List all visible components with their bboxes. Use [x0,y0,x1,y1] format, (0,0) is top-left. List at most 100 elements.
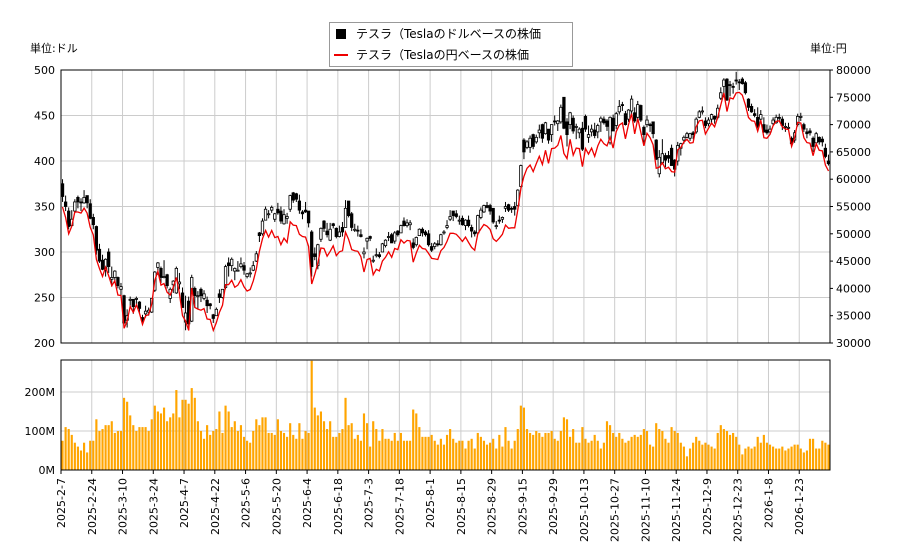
candle-body [334,227,338,237]
candle-body [633,112,637,122]
candle-body [374,254,378,257]
volume-bar [409,440,412,470]
candle-body [353,228,357,231]
volume-bar [624,442,627,470]
x-tick-label: 2025-9-15 [516,478,529,535]
volume-bar [116,430,119,470]
candle-body [260,220,265,235]
volume-bar [489,442,492,470]
x-tick-label: 2025-11-10 [639,478,652,542]
volume-bar [685,456,689,470]
volume-bar [224,405,227,470]
candle-body [725,78,729,101]
candle-body [365,237,369,242]
volume-bar [329,421,332,470]
x-tick-label: 2025-10-27 [609,478,622,542]
volume-bar [258,425,261,470]
x-tick-label: 2025-3-10 [117,478,130,535]
legend-swatch-usd [336,28,346,39]
candle-body [143,310,148,315]
volume-bar [569,436,572,470]
y-tick-label-jpy: 40000 [836,282,871,295]
candle-body [288,195,292,210]
candle-body [193,287,197,297]
candle-body [208,303,212,307]
volume-bar [482,440,486,470]
candle-body [180,292,185,308]
volume-bar [356,434,359,470]
volume-bar [430,434,433,470]
candle-body [731,85,735,88]
volume-bar [79,450,83,470]
candle-body [611,117,615,132]
volume-bar [156,411,159,470]
y-tick-label-jpy: 65000 [836,146,871,159]
candle-body [697,111,701,118]
y-tick-label-jpy: 45000 [836,255,871,268]
volume-bar [264,417,267,470]
candle-body [617,106,621,113]
volume-bar [310,360,313,470]
candle-body [534,136,538,143]
candle-body [556,120,560,125]
candle-body [583,116,588,130]
volume-bar [541,436,544,470]
volume-bar [756,436,759,470]
volume-bar [593,434,596,470]
candle-body [700,110,704,113]
volume-bar [270,432,273,470]
candle-body [740,78,744,85]
volume-bar [793,444,796,470]
volume-bar [698,440,701,470]
volume-tick-label: 0M [39,464,56,477]
volume-bar [658,429,661,470]
x-tick-label: 2025-3-24 [147,478,160,535]
candle-body [629,98,634,112]
volume-bar [710,446,713,470]
candle-body [510,207,514,210]
candle-body [94,226,99,251]
volume-bar [101,429,104,470]
volume-bar [765,442,769,470]
volume-bar [418,427,421,470]
volume-bar [572,429,575,470]
volume-bar [787,448,790,470]
candle-body [328,228,332,241]
volume-bar [365,423,369,470]
x-tick-label: 2025-10-13 [578,478,591,542]
volume-bar [827,444,830,470]
volume-bar [661,430,664,470]
volume-bar [393,432,396,470]
candle-body [476,215,480,234]
volume-bar [242,436,246,470]
candle-body [300,211,305,215]
candle-body [451,210,455,217]
candle-body [568,112,572,125]
candle-body [362,251,366,255]
volume-bar [621,438,624,470]
volume-bar [313,407,316,470]
candle-body [393,232,397,242]
volume-bar [184,399,187,470]
candle-body [230,258,234,267]
candle-body [257,232,262,237]
candle-body [214,308,218,317]
volume-bar [95,419,98,470]
candle-body [513,206,517,210]
candle-body [405,222,409,227]
volume-bar [89,440,92,470]
volume-bar [805,450,809,470]
volume-bar [110,421,113,470]
volume-bar [676,432,679,470]
legend: テスラ（Teslaのドルベースの株価 テスラ（Teslaの円ベースの株価 [329,22,573,67]
candle-body [266,213,271,216]
candle-body [623,113,628,126]
x-tick-label: 2025-9-29 [547,478,560,535]
volume-bar [815,448,818,470]
candle-body [233,267,237,272]
candle-body [402,220,406,227]
candle-body [100,259,105,270]
x-tick-label: 2025-12-23 [732,478,745,542]
y-tick-label-usd: 250 [34,292,55,305]
y-tick-label-jpy: 75000 [836,91,871,104]
